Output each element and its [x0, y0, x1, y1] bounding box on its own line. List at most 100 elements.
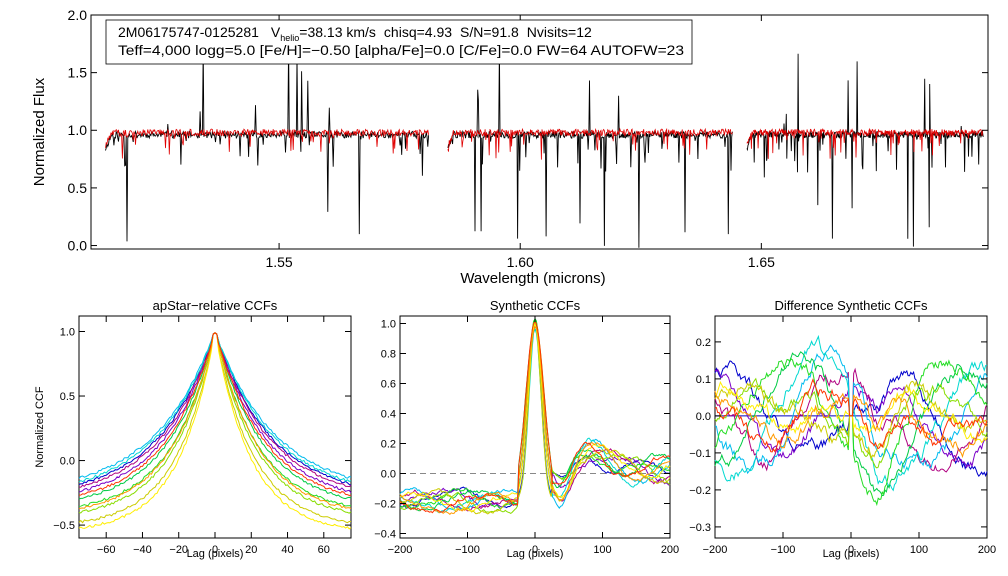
spectrum-xtick-label: 1.60: [507, 254, 534, 270]
difference-ytick-label: −0.3: [689, 522, 711, 534]
synthetic-ccf-visit-5: [399, 327, 671, 514]
apstar-ccf-visit-8: [78, 332, 352, 514]
annotation-box: [105, 19, 693, 65]
spectrum-model-chip-1: [105, 128, 429, 159]
apstar-ytick-label: 1.0: [60, 326, 75, 338]
synthetic-ccf-visit-7: [399, 318, 671, 511]
difference-ccf-panel: −200 −100 0 100 200 −0.3 −0.2 −0.1 0.0 0.1 0.2 Dif…: [689, 298, 996, 560]
synthetic-ytick-label: 0.8: [381, 348, 396, 360]
difference-series: [714, 334, 988, 507]
v-helio-value: =38.13 km/s: [299, 24, 376, 40]
nvisits: Nvisits=12: [527, 24, 592, 40]
synthetic-ytick-label: −0.4: [374, 528, 396, 540]
synthetic-ccf-panel: −200 −100 0 100 200 −0.4 −0.2 0.0 0.2 0.4 0.6 0.8 1.…: [374, 298, 679, 560]
difference-ytick-label: −0.1: [689, 448, 711, 460]
synthetic-ccf-visit-4: [399, 328, 671, 512]
synthetic-ccf-visit-6: [399, 317, 671, 512]
apstar-xtick-label: −40: [133, 544, 152, 556]
difference-frame: [714, 315, 988, 539]
synthetic-ccf-visit-1: [399, 320, 671, 510]
difference-xtick-label: 200: [978, 544, 996, 556]
synthetic-ccf-visit-10: [399, 322, 671, 512]
difference-ccf-visit-12: [714, 378, 988, 453]
difference-x-label: Lag (pixels): [823, 548, 880, 560]
apstar-axis-ticks: −60 −40 −20 0 20 40 60 −0.5 0.0 0.5 1.0: [53, 316, 351, 556]
difference-xtick-label: −200: [703, 544, 728, 556]
apstar-x-label: Lag (pixels): [187, 548, 244, 560]
apstar-ytick-label: 0.5: [60, 391, 75, 403]
apstar-xtick-label: −60: [97, 544, 116, 556]
v-helio-sub: helio: [280, 33, 299, 43]
synthetic-ytick-label: 0.6: [381, 378, 396, 390]
difference-ytick-label: −0.2: [689, 485, 711, 497]
spectrum-panel: 1.55 1.60 1.65 0.0 0.5 1.0 1.5 2.0 2M06175747-0…: [31, 7, 989, 287]
spectrum-xtick-label: 1.55: [265, 254, 292, 270]
spectrum-series: [105, 43, 984, 248]
spectrum-model-chip-2: [447, 127, 733, 160]
spectrum-observed-chip-3: [746, 53, 984, 247]
difference-ytick-label: 0.2: [696, 337, 711, 349]
apstar-series: [78, 332, 352, 530]
synthetic-series: [399, 317, 671, 515]
apstar-ccf-visit-5: [78, 332, 352, 483]
spectrum-ytick-label: 0.0: [68, 237, 88, 253]
synthetic-xtick-label: 0: [532, 544, 538, 556]
spectrum-ytick-label: 2.0: [68, 7, 88, 23]
apstar-ccf-visit-6: [78, 332, 352, 500]
synthetic-axis-ticks: −200 −100 0 100 200 −0.4 −0.2 0.0 0.2 0.4 0.6 0.8 1.…: [374, 316, 679, 556]
synthetic-xtick-label: −100: [455, 544, 480, 556]
difference-ccf-visit-7: [714, 358, 988, 507]
annotation-line-1: 2M06175747-0125281 Vhelio=38.13 km/s chisq…: [118, 24, 592, 43]
difference-title: Difference Synthetic CCFs: [775, 298, 928, 313]
synthetic-xtick-label: 100: [593, 544, 611, 556]
spectrum-frame: [90, 14, 989, 250]
spectrum-axis-ticks: 1.55 1.60 1.65 0.0 0.5 1.0 1.5 2.0: [68, 7, 988, 270]
difference-ytick-label: 0.0: [696, 411, 711, 423]
spectrum-x-label: Wavelength (microns): [460, 270, 605, 287]
spectrum-observed-chip-1: [105, 43, 430, 242]
apstar-ytick-label: 0.0: [60, 455, 75, 467]
difference-xtick-label: 0: [848, 544, 854, 556]
synthetic-ccf-visit-3: [399, 325, 671, 512]
synthetic-xtick-label: −200: [388, 544, 413, 556]
apstar-title: apStar−relative CCFs: [153, 298, 278, 313]
spectrum-ytick-label: 1.0: [68, 122, 88, 138]
apstar-ytick-label: −0.5: [53, 520, 75, 532]
spectrum-ytick-label: 1.5: [68, 65, 88, 81]
apstar-xtick-label: 20: [245, 544, 257, 556]
synthetic-ccf-visit-11: [399, 326, 671, 515]
synthetic-ytick-label: −0.2: [374, 498, 396, 510]
synthetic-x-label: Lag (pixels): [507, 548, 564, 560]
spectrum-model-chip-3: [746, 127, 984, 159]
synthetic-ccf-visit-2: [399, 328, 671, 508]
spectrum-ytick-label: 0.5: [68, 180, 88, 196]
synthetic-ytick-label: 0.2: [381, 438, 396, 450]
difference-ccf-visit-2: [714, 368, 988, 469]
difference-ccf-visit-11: [714, 390, 988, 459]
snr: S/N=91.8: [460, 24, 519, 40]
apstar-xtick-label: 60: [318, 544, 330, 556]
spectrum-xtick-label: 1.65: [748, 254, 775, 270]
v-helio-label: V: [271, 24, 281, 40]
synthetic-ytick-label: 1.0: [381, 318, 396, 330]
synthetic-ytick-label: 0.4: [381, 408, 396, 420]
apstar-ccf-visit-12: [78, 332, 352, 497]
apstar-ccf-visit-3: [78, 332, 352, 488]
chisq: chisq=4.93: [384, 24, 452, 40]
apstar-ccf-visit-4: [78, 332, 352, 479]
synthetic-title: Synthetic CCFs: [490, 298, 581, 313]
apstar-frame: [78, 315, 352, 539]
apstar-ccf-visit-11: [78, 332, 352, 510]
difference-axis-ticks: −200 −100 0 100 200 −0.3 −0.2 −0.1 0.0 0.1 0.2: [689, 316, 996, 556]
annotation-line-2: Teff=4,000 logg=5.0 [Fe/H]=−0.50 [alpha/…: [118, 42, 684, 58]
apstar-xtick-label: 40: [281, 544, 293, 556]
spectrum-y-label: Normalized Flux: [31, 77, 48, 186]
difference-xtick-label: 100: [910, 544, 928, 556]
apstar-ccf-panel: −60 −40 −20 0 20 40 60 −0.5 0.0 0.5 1.0 apStar−rel…: [34, 298, 352, 560]
difference-xtick-label: −100: [771, 544, 796, 556]
star-id: 2M06175747-0125281: [118, 24, 259, 40]
synthetic-xtick-label: 200: [661, 544, 679, 556]
apstar-xtick-label: −20: [169, 544, 188, 556]
apstar-xtick-label: 0: [212, 544, 218, 556]
